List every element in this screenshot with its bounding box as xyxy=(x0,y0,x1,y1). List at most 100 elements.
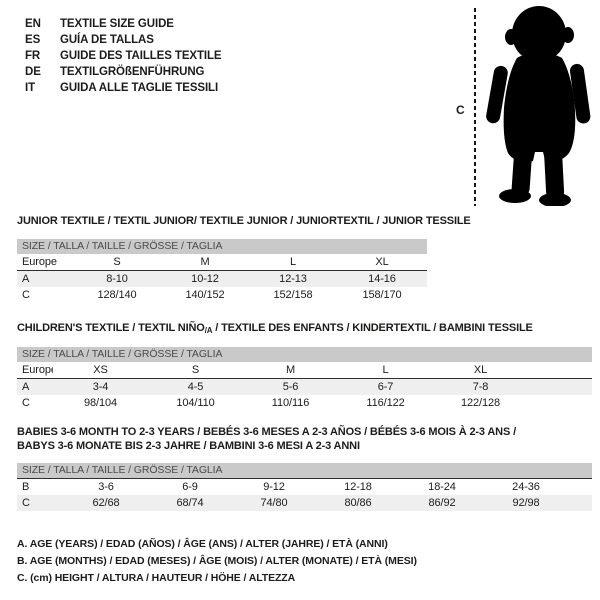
row-label: C xyxy=(22,289,30,301)
row-label: A xyxy=(22,381,30,393)
section-title-babies: BABIES 3-6 MONTH TO 2-3 YEARS / BEBÉS 3-… xyxy=(17,425,516,453)
table-cell: L xyxy=(289,256,297,268)
row-separator xyxy=(17,478,592,479)
size-header-label: SIZE / TALLA / TAILLE / GRÖSSE / TAGLIA xyxy=(22,348,223,360)
table-cell: M xyxy=(200,256,210,268)
title-text: CHILDREN'S TEXTILE / TEXTIL NIÑO xyxy=(17,322,205,334)
language-title: TEXTILE SIZE GUIDE xyxy=(60,18,174,30)
table-cell: XS xyxy=(93,364,108,376)
language-row: DE TEXTILGRÖßENFÜHRUNG xyxy=(25,64,222,80)
table-cell: 3-4 xyxy=(92,381,109,393)
title-text: / TEXTILE DES ENFANTS / KINDERTEXTIL / B… xyxy=(212,322,533,334)
table-cell: 128/140 xyxy=(97,289,137,301)
spacer-cell xyxy=(568,495,592,511)
table-cell: S xyxy=(191,364,200,376)
table-cell: 7-8 xyxy=(472,381,489,393)
size-header-bar: SIZE / TALLA / TAILLE / GRÖSSE / TAGLIA xyxy=(17,347,592,362)
table-cell: 14-16 xyxy=(368,273,396,285)
row-label: Europe xyxy=(22,364,53,376)
table-cell: 4-5 xyxy=(187,381,204,393)
table-cell: 10-12 xyxy=(191,273,219,285)
table-cell: 5-6 xyxy=(282,381,299,393)
table-cell: 8-10 xyxy=(106,273,128,285)
table-row-height: C 62/68 68/74 74/80 80/86 86/92 92/98 xyxy=(17,495,592,511)
section-title-junior: JUNIOR TEXTILE / TEXTIL JUNIOR/ TEXTILE … xyxy=(17,215,471,227)
table-cell: L xyxy=(382,364,389,376)
language-row: ES GUÍA DE TALLAS xyxy=(25,32,222,48)
table-cell: 62/68 xyxy=(92,497,120,509)
table-cell: 92/98 xyxy=(512,497,540,509)
row-separator xyxy=(17,378,592,379)
table-cell: 122/128 xyxy=(460,397,501,409)
title-line-1: BABIES 3-6 MONTH TO 2-3 YEARS / BEBÉS 3-… xyxy=(17,426,516,438)
row-label: B xyxy=(22,481,30,493)
spacer-cell xyxy=(568,479,592,495)
footnote-b: B. AGE (MONTHS) / EDAD (MESES) / ÂGE (MO… xyxy=(17,555,417,567)
language-title: TEXTILGRÖßENFÜHRUNG xyxy=(60,66,205,78)
size-header-label: SIZE / TALLA / TAILLE / GRÖSSE / TAGLIA xyxy=(22,240,223,252)
table-cell: 152/158 xyxy=(273,289,313,301)
language-title: GUIDA ALLE TAGLIE TESSILI xyxy=(60,82,219,94)
toddler-silhouette-icon xyxy=(486,6,591,206)
size-header-bar: SIZE / TALLA / TAILLE / GRÖSSE / TAGLIA xyxy=(17,239,427,254)
height-dashed-line xyxy=(474,8,476,206)
section-title-children: CHILDREN'S TEXTILE / TEXTIL NIÑO/A / TEX… xyxy=(17,322,533,335)
table-cell: 110/116 xyxy=(271,397,310,409)
row-label: Europe xyxy=(22,256,57,268)
table-cell: 158/170 xyxy=(362,289,402,301)
table-row-months: B 3-6 6-9 9-12 12-18 18-24 24-36 xyxy=(17,479,592,495)
table-cell: XL xyxy=(375,256,389,268)
junior-size-table: SIZE / TALLA / TAILLE / GRÖSSE / TAGLIA … xyxy=(17,239,427,303)
children-size-table: SIZE / TALLA / TAILLE / GRÖSSE / TAGLIA … xyxy=(17,347,592,411)
language-row: EN TEXTILE SIZE GUIDE xyxy=(25,16,222,32)
language-code: EN xyxy=(25,18,41,30)
footnote-c: C. (cm) HEIGHT / ALTURA / HAUTEUR / HÖHE… xyxy=(17,572,296,584)
table-cell: XL xyxy=(473,364,488,376)
language-title: GUIDE DES TAILLES TEXTILE xyxy=(60,50,222,62)
row-label: C xyxy=(22,397,30,409)
table-row-europe: Europe XS S M L XL xyxy=(17,362,592,378)
size-header-bar: SIZE / TALLA / TAILLE / GRÖSSE / TAGLIA xyxy=(17,463,592,478)
table-row-age: A 8-10 10-12 12-13 14-16 xyxy=(17,271,427,287)
title-subscript: /A xyxy=(204,326,213,335)
table-cell: 80/86 xyxy=(344,497,372,509)
language-title: GUÍA DE TALLAS xyxy=(60,34,154,46)
language-row: FR GUIDE DES TAILLES TEXTILE xyxy=(25,48,222,64)
row-separator xyxy=(17,270,427,271)
table-cell: 86/92 xyxy=(428,497,456,509)
row-label: C xyxy=(22,497,30,509)
language-code: ES xyxy=(25,34,41,46)
table-cell: 104/110 xyxy=(176,397,215,409)
table-cell: 12-18 xyxy=(344,481,372,493)
table-cell: 18-24 xyxy=(428,481,456,493)
size-header-label: SIZE / TALLA / TAILLE / GRÖSSE / TAGLIA xyxy=(22,464,223,476)
table-cell: 6-7 xyxy=(377,381,394,393)
table-cell: S xyxy=(113,256,121,268)
language-code: FR xyxy=(25,50,41,62)
language-row: IT GUIDA ALLE TAGLIE TESSILI xyxy=(25,80,222,96)
table-cell: 3-6 xyxy=(98,481,114,493)
language-list: EN TEXTILE SIZE GUIDE ES GUÍA DE TALLAS … xyxy=(25,16,222,96)
height-measure-label: C xyxy=(456,103,465,117)
table-cell: 68/74 xyxy=(176,497,204,509)
table-cell: 98/104 xyxy=(83,397,118,409)
footnotes: A. AGE (YEARS) / EDAD (AÑOS) / ÂGE (ANS)… xyxy=(17,536,417,587)
table-row-height: C 98/104 104/110 110/116 116/122 122/128 xyxy=(17,395,592,411)
footnote-a: A. AGE (YEARS) / EDAD (AÑOS) / ÂGE (ANS)… xyxy=(17,538,388,550)
table-cell: 24-36 xyxy=(512,481,540,493)
table-row-height: C 128/140 140/152 152/158 158/170 xyxy=(17,287,427,303)
language-code: DE xyxy=(25,66,41,78)
babies-size-table: SIZE / TALLA / TAILLE / GRÖSSE / TAGLIA … xyxy=(17,463,592,511)
title-line-2: BABYS 3-6 MONATE BIS 2-3 JAHRE / BAMBINI… xyxy=(17,440,360,452)
table-cell: 6-9 xyxy=(182,481,198,493)
table-cell: 9-12 xyxy=(263,481,285,493)
table-cell: 116/122 xyxy=(366,397,405,409)
spacer-cell xyxy=(528,395,592,411)
table-cell: 12-13 xyxy=(279,273,307,285)
table-row-age: A 3-4 4-5 5-6 6-7 7-8 xyxy=(17,379,592,395)
table-row-europe: Europe S M L XL xyxy=(17,254,427,270)
table-cell: 74/80 xyxy=(260,497,288,509)
row-label: A xyxy=(22,273,30,285)
spacer-cell xyxy=(528,379,592,395)
spacer-cell xyxy=(528,362,592,378)
